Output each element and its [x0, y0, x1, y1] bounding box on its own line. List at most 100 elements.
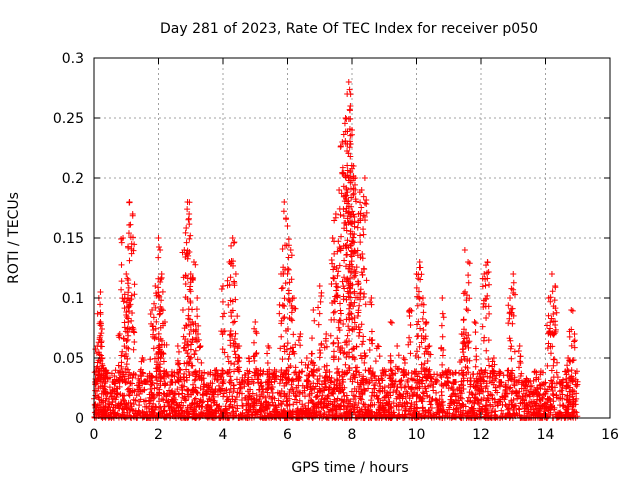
data-point-floor	[204, 370, 211, 377]
data-point-floor	[113, 385, 120, 392]
data-point-floor	[368, 397, 375, 404]
data-point-floor	[115, 402, 122, 409]
data-point-floor	[531, 410, 538, 417]
y-tick-label: 0.2	[62, 171, 84, 187]
data-point-floor	[439, 382, 446, 389]
data-point-floor	[211, 397, 218, 404]
data-point-floor	[532, 402, 539, 409]
data-point-floor	[192, 384, 199, 391]
data-point-floor	[350, 392, 357, 399]
data-point-floor	[477, 408, 484, 415]
data-point-floor	[327, 379, 334, 386]
data-point-floor	[515, 405, 522, 412]
data-point-floor	[354, 404, 361, 411]
data-point-floor	[487, 414, 494, 421]
data-point-floor	[290, 401, 297, 408]
data-point-floor	[393, 387, 400, 394]
data-point-floor	[403, 405, 410, 412]
data-point-floor	[530, 411, 537, 418]
data-point-floor	[160, 413, 167, 420]
data-point-floor	[407, 403, 414, 410]
data-point-floor	[302, 405, 309, 412]
data-point-floor	[234, 389, 241, 396]
data-point-floor	[327, 377, 334, 384]
data-point-floor	[382, 393, 389, 400]
data-point-floor	[241, 383, 248, 390]
data-point-floor	[559, 403, 566, 410]
data-point-floor	[156, 404, 163, 411]
x-tick-label: 8	[348, 427, 357, 443]
data-point-floor	[546, 383, 553, 390]
data-point-floor	[567, 384, 574, 391]
data-point-floor	[559, 384, 566, 391]
data-point-floor	[499, 393, 506, 400]
data-point-floor	[111, 373, 118, 380]
x-tick-label: 2	[154, 427, 163, 443]
data-point-floor	[483, 380, 490, 387]
data-point-floor	[112, 367, 119, 374]
data-point-floor	[490, 403, 497, 410]
data-point-floor	[136, 402, 143, 409]
data-point-floor	[532, 414, 539, 421]
data-point-floor	[174, 369, 181, 376]
data-point-floor	[226, 389, 233, 396]
data-point-floor	[573, 395, 580, 402]
data-point-floor	[238, 397, 245, 404]
data-point-floor	[220, 390, 227, 397]
data-point-floor	[487, 402, 494, 409]
data-point-floor	[414, 405, 421, 412]
data-point-floor	[517, 400, 524, 407]
data-point-floor	[225, 369, 232, 376]
data-point-floor	[548, 377, 555, 384]
data-point-floor	[497, 369, 504, 376]
data-point-floor	[186, 372, 193, 379]
data-point-floor	[197, 385, 204, 392]
data-point-floor	[530, 406, 537, 413]
data-point-floor	[316, 373, 323, 380]
data-point-floor	[241, 371, 248, 378]
data-point-floor	[395, 406, 402, 413]
data-point-floor	[226, 379, 233, 386]
data-point-floor	[412, 408, 419, 415]
data-point-floor	[169, 397, 176, 404]
data-point-floor	[151, 385, 158, 392]
data-point-floor	[431, 371, 438, 378]
y-tick-label: 0.05	[53, 351, 84, 367]
data-point-floor	[463, 371, 470, 378]
data-point-floor	[223, 407, 230, 414]
x-tick-label: 16	[601, 427, 619, 443]
x-axis-label: GPS time / hours	[291, 460, 408, 476]
data-point-floor	[506, 385, 513, 392]
data-point-floor	[148, 382, 155, 389]
data-point-floor	[427, 401, 434, 408]
data-point-floor	[262, 394, 269, 401]
data-point-floor	[424, 393, 431, 400]
data-point-floor	[548, 367, 555, 374]
data-point-floor	[356, 393, 363, 400]
data-point-floor	[219, 385, 226, 392]
data-point-floor	[276, 380, 283, 387]
y-axis-label: ROTI / TECUs	[6, 192, 22, 284]
data-point-floor	[537, 397, 544, 404]
data-point-floor	[429, 395, 436, 402]
data-point-floor	[536, 396, 543, 403]
data-point-floor	[333, 376, 340, 383]
data-point-floor	[268, 386, 275, 393]
data-point-floor	[128, 403, 135, 410]
data-point-floor	[458, 381, 465, 388]
data-point-floor	[246, 392, 253, 399]
data-point-floor	[354, 379, 361, 386]
data-point-floor	[484, 397, 491, 404]
data-point-floor	[239, 402, 246, 409]
y-tick-label: 0.15	[53, 231, 84, 247]
data-point-floor	[516, 377, 523, 384]
data-point-floor	[175, 378, 182, 385]
data-point-floor	[304, 409, 311, 416]
data-point-floor	[106, 396, 113, 403]
grid-lines	[94, 58, 610, 418]
data-point-floor	[573, 382, 580, 389]
data-point-floor	[419, 389, 426, 396]
data-point-floor	[381, 384, 388, 391]
data-point-floor	[516, 388, 523, 395]
data-point-floor	[398, 403, 405, 410]
